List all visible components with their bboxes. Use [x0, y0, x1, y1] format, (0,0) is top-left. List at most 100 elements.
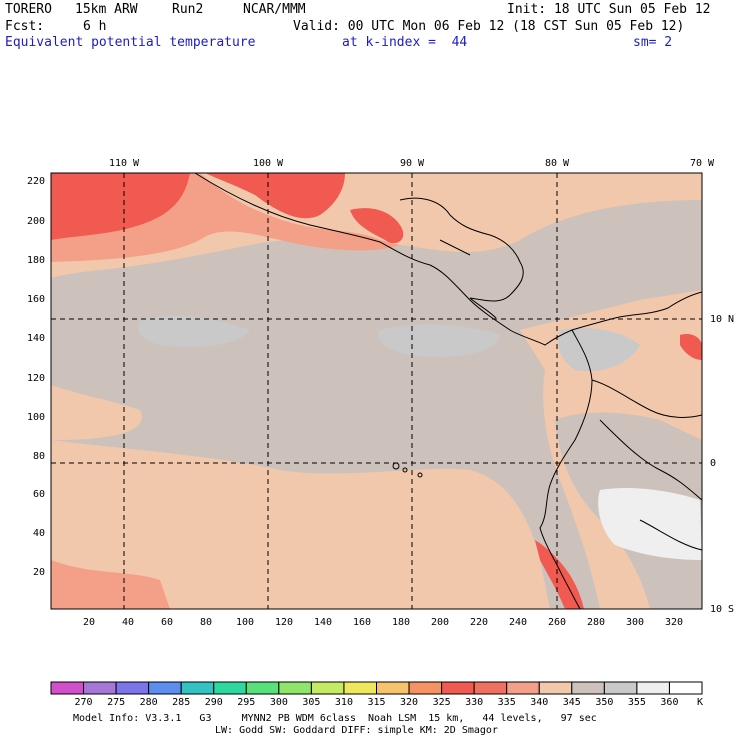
colorbar-swatch	[343, 681, 378, 695]
colorbar-unit: K	[697, 697, 703, 708]
x-tick: 200	[431, 617, 449, 628]
colorbar-label: 330	[465, 697, 483, 708]
colorbar-swatch	[473, 681, 508, 695]
colorbar-label: 320	[400, 697, 418, 708]
north-coastline	[194, 172, 703, 346]
colorbar-swatch	[376, 681, 410, 695]
model-info-line1: Model Info: V3.3.1 G3 MYNN2 PB WDM 6clas…	[73, 713, 597, 724]
border-central-america	[469, 297, 497, 319]
colorbar-label: 325	[433, 697, 451, 708]
gray-patch-1	[138, 315, 250, 347]
colorbar-label: 345	[563, 697, 581, 708]
lat-label-10s: 10 S	[710, 604, 734, 615]
colorbar-swatch	[245, 681, 280, 695]
y-tick: 220	[27, 176, 45, 187]
forecast-label: Fcst:	[5, 19, 45, 34]
colorbar-swatch	[668, 681, 703, 695]
x-tick: 80	[200, 617, 212, 628]
galapagos-island-3	[417, 472, 423, 478]
peach-region-south	[51, 440, 550, 609]
x-tick: 220	[470, 617, 488, 628]
red-region-peru-coast	[535, 540, 584, 609]
gray-patch-2	[378, 324, 500, 357]
y-tick: 120	[27, 373, 45, 384]
y-tick: 160	[27, 294, 45, 305]
model-resolution: 15km ARW	[75, 2, 138, 17]
smoothing-label: sm= 2	[633, 35, 673, 50]
red-patch-east	[680, 334, 702, 360]
x-tick: 60	[161, 617, 173, 628]
lon-label-80w: 80 W	[545, 158, 570, 169]
x-tick: 280	[587, 617, 605, 628]
x-tick: 180	[392, 617, 410, 628]
lon-label-70w: 70 W	[690, 158, 715, 169]
lon-label-100w: 100 W	[253, 158, 284, 169]
y-tick: 100	[27, 412, 45, 423]
colorbar-label: 270	[75, 697, 93, 708]
y-tick: 200	[27, 216, 45, 227]
lon-label-110w: 110 W	[109, 158, 140, 169]
forecast-hours: 6 h	[83, 19, 107, 34]
border-peru-brazil	[639, 519, 703, 551]
model-name: TORERO	[5, 2, 52, 17]
colorbar-label: 290	[205, 697, 223, 708]
colorbar-swatch	[603, 681, 638, 695]
yucatan-coast	[399, 197, 524, 302]
red-region-northwest	[51, 173, 190, 240]
colorbar-swatch	[278, 681, 312, 695]
coastlines	[194, 172, 703, 610]
y-tick: 140	[27, 333, 45, 344]
lon-label-90w: 90 W	[400, 158, 425, 169]
colorbar-label: 300	[270, 697, 288, 708]
run-label: Run2	[172, 2, 204, 17]
x-tick: 40	[122, 617, 134, 628]
red-region-mexico	[350, 208, 404, 244]
gray-patch-3	[558, 328, 640, 372]
colorbar-swatch	[506, 681, 540, 695]
colorbar-swatch	[50, 681, 85, 695]
x-tick: 160	[353, 617, 371, 628]
border-colombia-ecuador	[591, 379, 703, 418]
colorbar-swatch	[408, 681, 443, 695]
colorbar-swatch	[148, 681, 182, 695]
colorbar-swatch	[538, 681, 573, 695]
colorbar-swatch	[636, 681, 670, 695]
colorbar-label: 350	[595, 697, 613, 708]
colorbar-label: 295	[237, 697, 255, 708]
salmon-region-southwest	[51, 560, 170, 609]
level-label: at k-index = 44	[342, 35, 468, 50]
field-name: Equivalent potential temperature	[5, 35, 256, 50]
peach-region-west	[51, 385, 142, 440]
colorbar-label: 355	[628, 697, 646, 708]
colorbar-swatch	[310, 681, 345, 695]
model-info-line2: LW: Godd SW: Goddard DIFF: simple KM: 2D…	[215, 725, 498, 736]
x-tick: 260	[548, 617, 566, 628]
y-tick: 180	[27, 255, 45, 266]
galapagos-island-2	[402, 467, 408, 473]
x-tick: 300	[626, 617, 644, 628]
x-tick: 320	[665, 617, 683, 628]
border-peru-north	[599, 419, 703, 501]
y-tick: 80	[33, 451, 45, 462]
colorbar-swatch	[180, 681, 215, 695]
organization-label: NCAR/MMM	[243, 2, 306, 17]
colorbar-swatch	[213, 681, 247, 695]
x-tick: 120	[275, 617, 293, 628]
colorbar-swatch	[441, 681, 475, 695]
lat-label-equator: 0	[710, 458, 716, 469]
colorbar-label: 275	[107, 697, 125, 708]
y-axis: 220 200 180 160 140 120 100 80 60 40 20	[27, 176, 45, 578]
init-time: Init: 18 UTC Sun 05 Feb 12	[507, 2, 711, 17]
lat-label-10n: 10 N	[710, 314, 734, 325]
colorbar-swatch	[115, 681, 150, 695]
colorbar-label: 340	[530, 697, 548, 708]
white-patch-southeast	[598, 488, 702, 560]
y-tick: 20	[33, 567, 45, 578]
colorbar-swatch	[83, 681, 117, 695]
colorbar: 270 275 280 285 290 295 300 305 310 315 320 325 330 3…	[50, 681, 703, 708]
x-tick: 240	[509, 617, 527, 628]
y-tick: 60	[33, 489, 45, 500]
y-tick: 40	[33, 528, 45, 539]
colorbar-label: 335	[498, 697, 516, 708]
